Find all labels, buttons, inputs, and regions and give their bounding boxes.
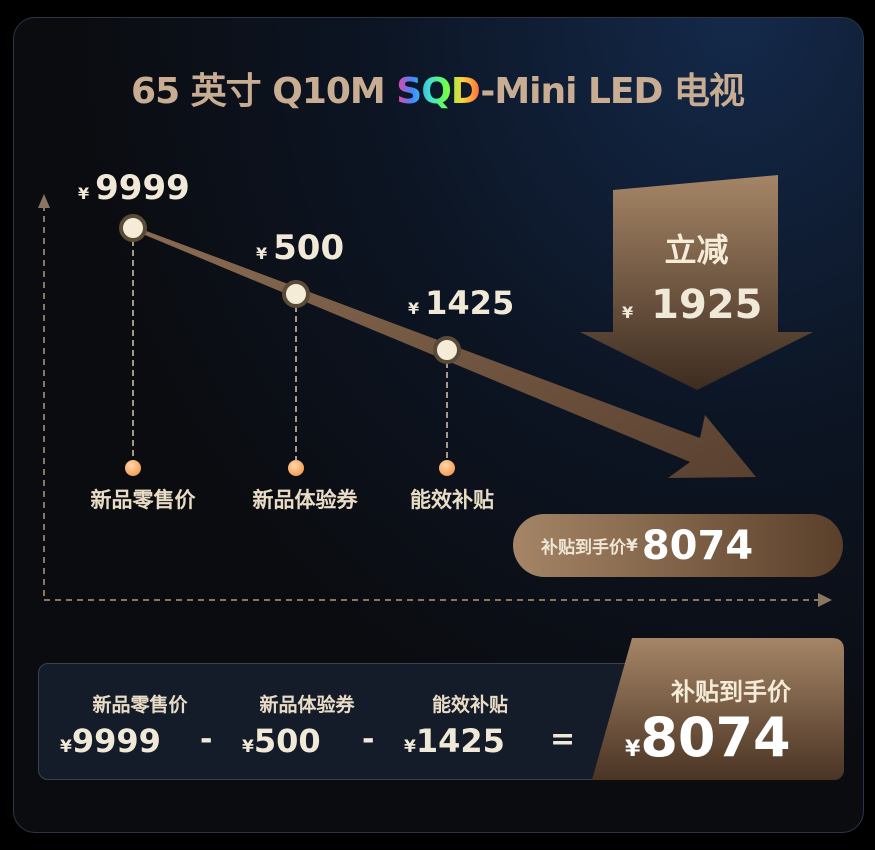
discount-label: 立减 — [664, 231, 729, 269]
marker-dot — [125, 460, 141, 476]
price-subsidy: ¥1425 — [408, 284, 515, 322]
x-axis-arrow-icon — [818, 593, 832, 607]
summary-label: 新品零售价 — [92, 694, 188, 716]
price-coupon: ¥500 — [256, 228, 345, 268]
page-title: 65 英寸 Q10M SQD-Mini LED 电视 — [131, 71, 745, 112]
summary-coupon: ¥500 — [242, 722, 321, 760]
data-points — [119, 214, 461, 364]
point-subsidy — [433, 336, 461, 364]
category-label: 新品体验券 — [252, 488, 358, 512]
equals-sign: = — [550, 722, 576, 757]
category-label: 新品零售价 — [90, 488, 196, 512]
final-price-panel — [592, 638, 844, 780]
summary-final-amount: ¥8074 — [625, 706, 791, 769]
point-coupon — [282, 280, 310, 308]
drop-lines — [132, 240, 448, 462]
y-axis-arrow-icon — [38, 194, 50, 208]
point-retail — [119, 214, 147, 242]
marker-dot — [439, 460, 455, 476]
sqd-brand-logo: SQD — [396, 71, 481, 112]
summary-subsidy: ¥1425 — [404, 722, 505, 760]
summary-final-label: 补贴到手价 — [671, 678, 791, 706]
minus-sign: - — [362, 722, 375, 757]
category-label: 能效补贴 — [410, 488, 494, 512]
summary-retail: ¥9999 — [60, 722, 161, 760]
discount-amount: ¥1925 — [622, 282, 763, 328]
final-price-pill: 补贴到手价 ¥8074 — [513, 514, 843, 577]
marker-dot — [288, 460, 304, 476]
summary-label: 新品体验券 — [259, 694, 355, 716]
minus-sign: - — [200, 722, 213, 757]
discount-arrow — [580, 175, 813, 390]
summary-label: 能效补贴 — [431, 694, 509, 716]
price-retail: ¥9999 — [78, 168, 190, 208]
